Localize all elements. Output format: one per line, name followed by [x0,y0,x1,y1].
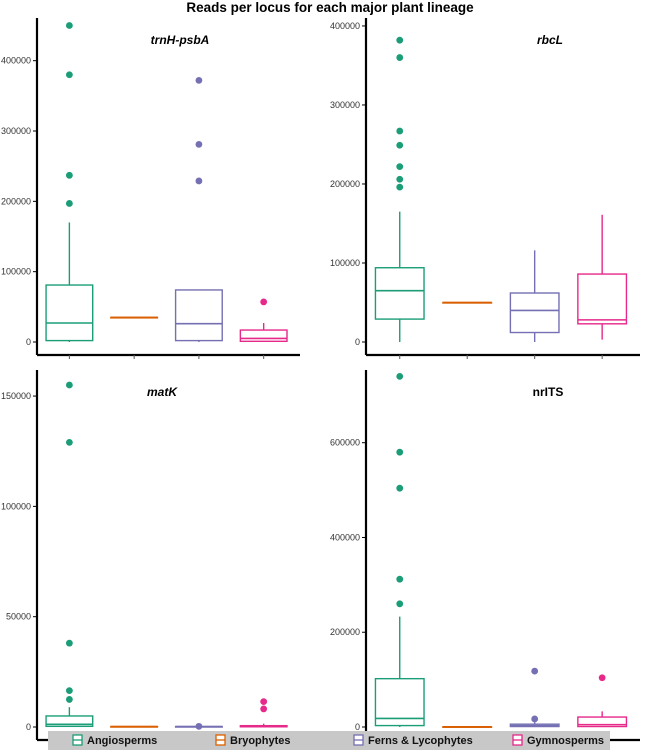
outlier-point [396,175,404,183]
outlier-point [65,71,73,79]
legend-item: Bryophytes [215,734,291,747]
outlier-point [396,54,404,61]
box-iqr [374,677,425,727]
outlier-point [396,484,404,492]
y-tick-label: 0 [355,337,360,347]
box-Angiosperms [45,381,94,728]
outlier-point [195,722,203,730]
box-iqr [509,292,560,334]
outlier-point [65,639,73,647]
y-tick-label: 100000 [1,501,31,511]
box-Ferns & Lycophytes [509,667,560,728]
outlier-point [260,705,268,713]
y-tick-label: 0 [355,722,360,732]
outlier-point [396,575,404,583]
outlier-point [396,600,404,608]
legend-label: Gymnosperms [527,735,604,747]
y-tick-label: 600000 [330,438,360,448]
outlier-point [260,698,268,706]
outlier-point [65,200,73,207]
box-Ferns & Lycophytes [509,250,560,342]
outlier-point [195,140,203,148]
outlier-point [396,163,404,170]
legend-label: Angiosperms [87,735,157,747]
outlier-point [396,448,404,456]
box-Bryophytes [110,316,159,319]
outlier-point [195,177,203,185]
box-iqr [45,715,94,728]
outlier-point [65,687,73,694]
box-Angiosperms [374,36,425,342]
box-Ferns & Lycophytes [174,76,223,342]
legend-background [48,731,610,750]
box-Gymnosperms [577,674,628,728]
y-tick-label: 300000 [330,100,360,110]
box-Gymnosperms [239,298,288,342]
box-Angiosperms [374,372,425,727]
y-tick-label: 50000 [6,612,31,622]
legend-item: Angiosperms [72,734,157,747]
outlier-point [598,674,606,682]
outlier-point [531,715,539,723]
outlier-point [65,696,73,703]
outlier-point [65,171,73,179]
outlier-point [396,36,404,44]
panel-title: nrITS [533,385,564,399]
outlier-point [396,372,404,380]
legend-label: Bryophytes [230,735,291,747]
y-tick-label: 200000 [330,179,360,189]
y-tick-label: 150000 [1,391,31,401]
outlier-point [65,438,73,446]
panels: trnH-psbA 0 100000 200000 300000 400000 rbcL 0 1… [1,18,640,744]
y-tick-label: 0 [26,337,31,347]
box-iqr [45,284,94,342]
box-Gymnosperms [577,214,628,340]
y-tick-label: 200000 [330,627,360,637]
panel-title: rbcL [537,33,563,47]
panel-trnH-psbA: trnH-psbA 0 100000 200000 300000 400000 [1,18,300,359]
y-tick-label: 100000 [330,258,360,268]
outlier-point [396,127,404,135]
panel-nrITS: nrITS 0 200000 400000 600000 [330,370,640,744]
outlier-point [396,141,404,149]
y-tick-label: 0 [26,722,31,732]
box-Gymnosperms [239,698,288,728]
box-Angiosperms [45,22,94,342]
outlier-point [260,298,268,306]
outlier-point [65,22,73,29]
box-iqr [239,329,288,342]
outlier-point [396,183,404,191]
legend-item: Ferns & Lycophytes [353,734,473,747]
y-tick-label: 400000 [330,21,360,31]
box-Bryophytes [110,725,159,728]
y-tick-label: 400000 [330,532,360,542]
legend-label: Ferns & Lycophytes [368,735,473,747]
outlier-point [65,381,73,389]
panel-title: trnH-psbA [151,33,210,47]
box-iqr [577,273,628,325]
box-Bryophytes [442,725,493,728]
y-tick-label: 300000 [1,126,31,136]
box-iqr [174,289,223,342]
box-iqr [577,716,628,728]
panel-matK: matK 0 50000 100000 150000 [1,370,300,744]
box-Ferns & Lycophytes [174,722,223,730]
box-iqr [374,267,425,320]
y-tick-label: 400000 [1,56,31,66]
legend: Angiosperms Bryophytes Ferns & Lycophytes G… [48,731,610,750]
y-tick-label: 100000 [1,267,31,277]
outlier-point [531,667,539,675]
legend-item: Gymnosperms [512,734,604,747]
panel-rbcL: rbcL 0 100000 200000 300000 400000 [330,18,640,359]
box-Bryophytes [442,301,493,304]
y-tick-label: 200000 [1,196,31,206]
figure-title: Reads per locus for each major plant lin… [186,0,474,15]
outlier-point [195,76,203,84]
panel-title: matK [147,385,178,399]
